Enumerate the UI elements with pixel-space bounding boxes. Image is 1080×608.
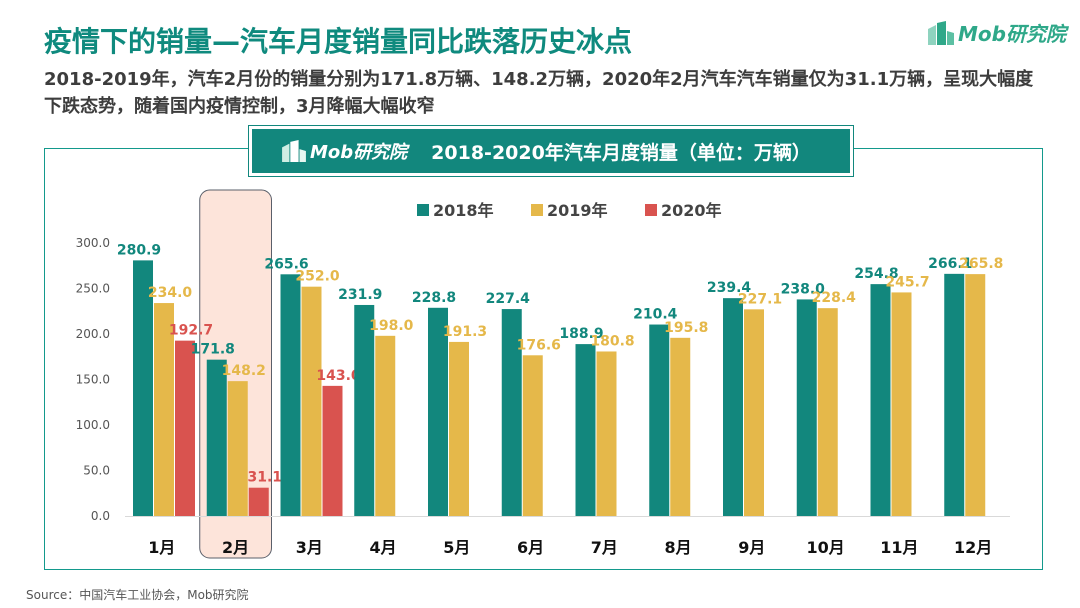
x-tick-label: 6月 [517, 538, 544, 557]
bar [322, 385, 343, 516]
data-label: 180.8 [590, 333, 634, 349]
banner-logo-text: Mob研究院 [310, 142, 408, 163]
data-label: 239.4 [707, 280, 752, 296]
x-tick-label: 7月 [591, 538, 618, 557]
x-tick-label: 8月 [665, 538, 692, 557]
legend-swatch [531, 204, 543, 216]
x-tick-label: 3月 [296, 538, 323, 557]
data-label: 254.8 [854, 266, 898, 282]
bar [744, 309, 764, 516]
bar [154, 303, 174, 516]
source-note: Source：中国汽车工业协会，Mob研究院 [26, 588, 249, 602]
page-title: 疫情下的销量—汽车月度销量同比跌落历史冰点 [44, 25, 633, 58]
x-tick-label: 2月 [222, 538, 249, 557]
bar [944, 273, 965, 516]
building-icon [928, 20, 954, 45]
x-tick-label: 4月 [370, 538, 397, 557]
bar [375, 335, 396, 516]
data-label: 210.4 [633, 307, 678, 323]
data-label: 266.1 [928, 256, 972, 272]
data-label: 148.2 [222, 363, 266, 379]
bar [575, 344, 596, 516]
bar [501, 309, 522, 516]
data-label: 238.0 [781, 281, 826, 297]
chart-title: 2018-2020年汽车月度销量（单位：万辆） [431, 141, 811, 164]
bar [354, 304, 375, 516]
bar [449, 341, 469, 516]
data-label: 265.8 [959, 256, 1003, 272]
data-label: 171.8 [191, 342, 235, 358]
brand-logo: Mob研究院 [928, 18, 1066, 47]
data-label: 31.1 [247, 470, 282, 486]
data-label: 228.4 [812, 290, 857, 306]
data-label: 234.0 [148, 285, 193, 301]
legend-swatch [417, 204, 429, 216]
y-tick-label: 0.0 [91, 509, 110, 523]
bar [522, 355, 543, 516]
bar [133, 260, 153, 516]
building-icon [282, 140, 306, 162]
legend-entry: 2018年 [433, 201, 494, 220]
x-tick-label: 11月 [880, 538, 918, 557]
bar [175, 340, 195, 516]
y-tick-label: 300.0 [76, 236, 110, 250]
data-label: 231.9 [338, 287, 382, 303]
data-label: 176.6 [517, 337, 561, 353]
bar [596, 351, 617, 516]
x-tick-label: 10月 [806, 538, 844, 557]
bar [670, 337, 691, 516]
page-subtitle: 2018-2019年，汽车2月份的销量分别为171.8万辆、148.2万辆，20… [44, 69, 1034, 117]
x-tick-label: 1月 [148, 538, 175, 557]
legend-entry: 2019年 [547, 201, 608, 220]
bar [891, 292, 912, 516]
bar [248, 487, 269, 516]
data-label: 192.7 [169, 323, 213, 339]
data-label: 265.6 [264, 256, 308, 272]
bar [206, 359, 227, 516]
legend-entry: 2020年 [661, 201, 722, 220]
data-label: 195.8 [664, 320, 708, 336]
bar [965, 274, 986, 516]
y-tick-label: 200.0 [76, 327, 110, 341]
bar [428, 307, 448, 516]
data-label: 188.9 [559, 326, 603, 342]
y-tick-label: 50.0 [83, 464, 110, 478]
bar [870, 284, 891, 516]
bar [649, 324, 670, 516]
chart-banner: Mob研究院 2018-2020年汽车月度销量（单位：万辆） [249, 126, 853, 176]
y-tick-label: 250.0 [76, 282, 110, 296]
y-tick-label: 100.0 [76, 418, 110, 432]
data-label: 245.7 [885, 274, 929, 290]
bar [723, 298, 743, 516]
x-tick-label: 9月 [738, 538, 765, 557]
data-label: 227.1 [738, 291, 782, 307]
data-label: 228.8 [412, 290, 456, 306]
x-tick-label: 12月 [954, 538, 992, 557]
bar [796, 299, 817, 516]
bar [227, 381, 248, 516]
x-tick-label: 5月 [443, 538, 470, 557]
banner-logo: Mob研究院 [282, 138, 407, 164]
data-label: 252.0 [295, 269, 340, 285]
bar [301, 286, 322, 516]
bar [280, 274, 301, 516]
data-label: 198.0 [369, 318, 414, 334]
data-label: 280.9 [117, 242, 161, 258]
data-label: 143.0 [316, 368, 361, 384]
y-tick-label: 150.0 [76, 373, 110, 387]
legend-swatch [645, 204, 657, 216]
brand-logo-text: Mob研究院 [958, 22, 1066, 46]
data-label: 227.4 [486, 291, 531, 307]
bar [817, 308, 838, 516]
data-label: 191.3 [443, 324, 487, 340]
